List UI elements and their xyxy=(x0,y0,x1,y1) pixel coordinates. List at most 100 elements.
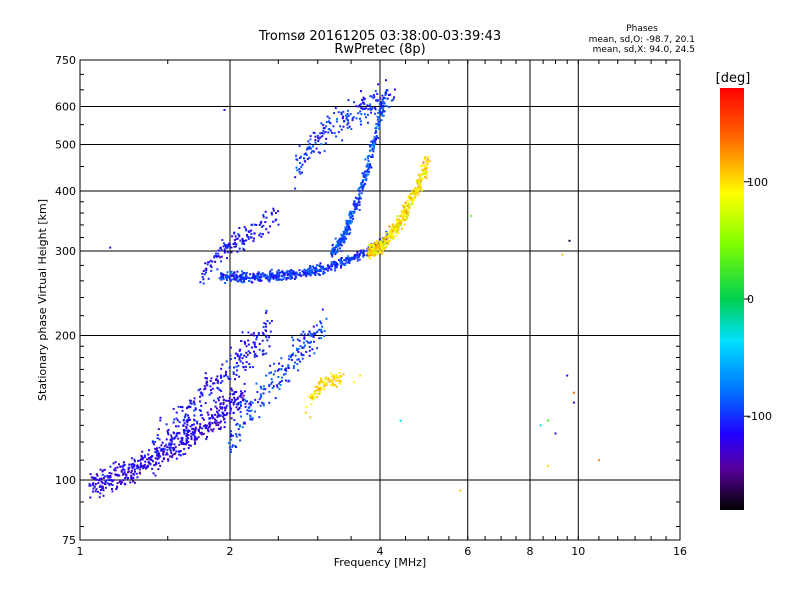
data-point xyxy=(95,473,98,476)
data-point xyxy=(395,227,398,230)
data-point xyxy=(369,243,372,246)
data-point xyxy=(236,353,239,356)
data-point xyxy=(364,158,367,161)
data-point xyxy=(116,474,119,476)
data-point xyxy=(314,266,317,269)
data-point xyxy=(159,449,162,452)
data-point xyxy=(243,421,246,424)
data-point xyxy=(182,424,185,427)
data-point xyxy=(349,221,352,223)
data-point xyxy=(258,224,261,226)
data-point xyxy=(379,110,382,113)
data-point xyxy=(222,412,225,415)
data-point xyxy=(318,269,321,272)
data-point xyxy=(171,454,174,457)
data-point xyxy=(336,248,339,251)
data-point xyxy=(247,236,250,238)
data-point xyxy=(396,229,399,232)
data-point xyxy=(169,447,172,450)
data-point xyxy=(342,234,345,237)
data-point xyxy=(96,490,99,493)
data-point xyxy=(399,215,402,218)
data-point xyxy=(384,241,387,244)
data-point xyxy=(323,335,326,337)
data-point xyxy=(221,239,224,241)
data-point xyxy=(239,274,242,277)
data-point xyxy=(296,349,299,352)
data-point xyxy=(383,246,386,249)
data-point xyxy=(295,158,298,161)
data-point xyxy=(368,254,371,257)
data-point xyxy=(340,262,343,265)
data-point xyxy=(260,276,263,279)
data-point xyxy=(222,399,225,402)
data-point xyxy=(332,125,335,128)
data-point xyxy=(230,433,232,436)
colorbar xyxy=(720,88,744,510)
data-point xyxy=(100,489,102,491)
data-point xyxy=(219,247,222,250)
data-point xyxy=(351,215,354,218)
data-point xyxy=(371,154,374,156)
data-point xyxy=(242,239,244,242)
data-point xyxy=(342,125,345,128)
data-point xyxy=(214,418,216,421)
data-point xyxy=(320,386,323,389)
data-point xyxy=(191,424,194,427)
data-point xyxy=(380,113,383,116)
data-point xyxy=(378,238,381,241)
data-point xyxy=(308,341,311,344)
data-point xyxy=(335,379,337,382)
data-point xyxy=(158,438,161,441)
data-point xyxy=(116,485,119,488)
data-point xyxy=(421,189,423,192)
data-point xyxy=(341,139,344,142)
data-point xyxy=(216,379,219,382)
data-point xyxy=(155,454,158,457)
data-point xyxy=(212,382,214,385)
data-point xyxy=(253,341,256,344)
data-point xyxy=(232,411,235,414)
x-tick-label: 4 xyxy=(377,545,384,558)
data-point xyxy=(334,375,336,378)
data-point xyxy=(346,109,349,112)
data-point xyxy=(269,364,272,367)
data-point xyxy=(188,444,190,447)
data-point xyxy=(292,367,295,370)
data-point xyxy=(187,416,190,419)
data-point xyxy=(190,437,193,440)
data-point xyxy=(359,110,362,113)
data-point xyxy=(218,277,221,280)
data-point xyxy=(260,387,263,390)
data-point xyxy=(311,268,314,271)
data-point xyxy=(272,276,275,279)
data-point xyxy=(325,137,328,140)
data-point xyxy=(249,404,252,407)
data-point xyxy=(419,185,422,188)
data-point xyxy=(230,387,233,390)
data-point xyxy=(315,147,318,150)
data-point xyxy=(290,273,293,276)
data-point xyxy=(389,231,392,233)
data-point xyxy=(233,400,236,403)
data-point xyxy=(206,424,209,427)
data-point xyxy=(319,381,321,384)
data-point xyxy=(238,247,241,250)
data-point xyxy=(133,458,136,461)
data-point xyxy=(243,248,246,251)
data-point xyxy=(305,269,308,272)
data-point xyxy=(561,253,564,256)
data-point xyxy=(407,202,410,205)
data-point xyxy=(122,472,125,475)
data-point xyxy=(157,457,160,460)
data-point xyxy=(290,275,293,278)
data-point xyxy=(199,425,202,428)
data-point xyxy=(366,252,369,255)
data-point xyxy=(284,379,287,382)
data-point xyxy=(313,333,316,335)
data-point xyxy=(230,270,233,273)
data-point xyxy=(343,236,346,239)
data-point xyxy=(361,187,364,190)
data-point xyxy=(286,270,289,273)
data-point xyxy=(193,432,196,434)
